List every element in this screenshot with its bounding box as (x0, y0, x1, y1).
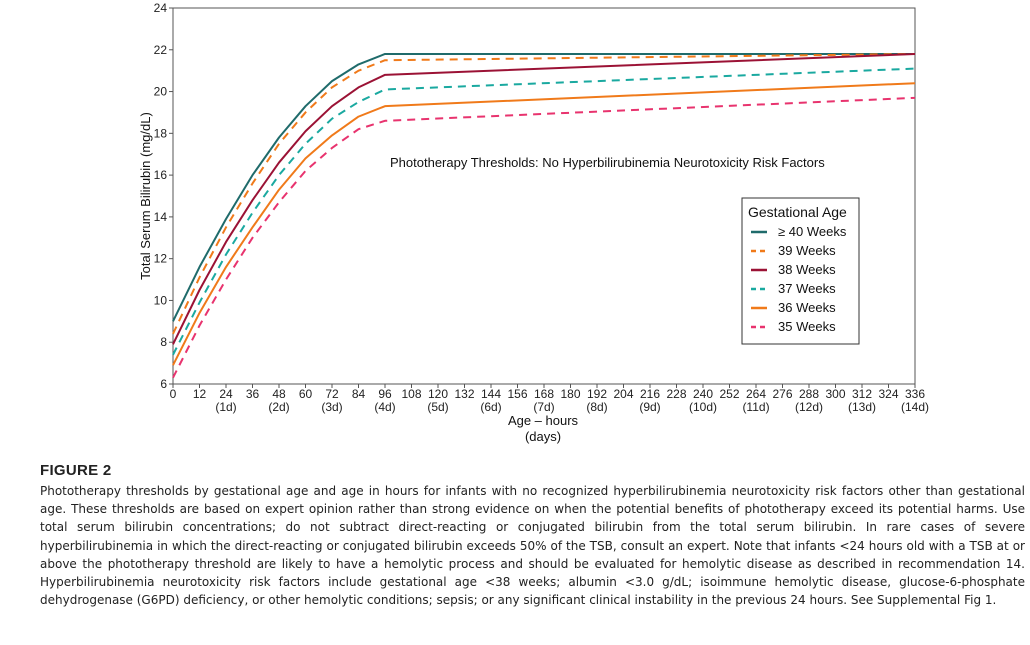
figure-caption-text: Phototherapy thresholds by gestational a… (40, 484, 1025, 608)
legend-label: 38 Weeks (778, 262, 836, 277)
y-axis-title: Total Serum Bilirubin (mg/dL) (138, 112, 153, 280)
legend: Gestational Age ≥ 40 Weeks 39 Weeks 38 Wee… (741, 197, 860, 345)
x-tick-label: 204 (613, 387, 633, 401)
x-tick-label: 132 (454, 387, 474, 401)
series-line (172, 52, 916, 335)
y-tick-label: 20 (154, 85, 168, 99)
x-day-label: (4d) (374, 400, 395, 414)
series-line (172, 82, 916, 366)
x-tick-label: 48 (272, 387, 286, 401)
x-day-label: (14d) (901, 400, 929, 414)
x-tick-label: 108 (401, 387, 421, 401)
x-tick-label: 96 (378, 387, 392, 401)
x-tick-label: 264 (746, 387, 766, 401)
x-day-label: (12d) (795, 400, 823, 414)
x-tick-label: 60 (299, 387, 313, 401)
figure-label: FIGURE 2 (40, 462, 112, 479)
x-day-label: (3d) (321, 400, 342, 414)
series-line (172, 52, 915, 322)
y-axis: 6 8 10 12 14 16 18 20 22 24 (154, 1, 173, 391)
y-tick-label: 22 (154, 43, 168, 57)
legend-label: 39 Weeks (778, 243, 836, 258)
x-axis-title: Age – hours (508, 413, 579, 428)
x-day-label: (13d) (848, 400, 876, 414)
y-tick-label: 24 (154, 1, 168, 15)
y-tick-label: 8 (160, 335, 167, 349)
series-line (172, 96, 916, 379)
series-line (172, 52, 916, 345)
x-tick-label: 324 (878, 387, 898, 401)
x-tick-label: 300 (825, 387, 845, 401)
y-tick-label: 16 (154, 168, 168, 182)
x-tick-label: 180 (560, 387, 580, 401)
phototherapy-threshold-chart: 0 12 24 36 48 60 72 84 96 108 120 132 144 156 168 180 19… (138, 1, 929, 444)
legend-label: 36 Weeks (778, 300, 836, 315)
x-tick-label: 36 (246, 387, 260, 401)
x-day-label: (11d) (742, 400, 769, 414)
y-tick-label: 12 (154, 252, 168, 266)
legend-label: 35 Weeks (778, 319, 836, 334)
x-tick-label: 12 (193, 387, 207, 401)
figure-caption: FIGURE 2 Phototherapy thresholds by gest… (40, 462, 1025, 609)
x-tick-label: 0 (170, 387, 177, 401)
x-tick-label: 288 (799, 387, 819, 401)
y-tick-label: 6 (160, 377, 167, 391)
x-day-label: (9d) (639, 400, 660, 414)
x-tick-label: 24 (219, 387, 233, 401)
x-tick-label: 276 (772, 387, 792, 401)
x-day-label: (2d) (268, 400, 289, 414)
x-tick-label: 252 (719, 387, 739, 401)
x-tick-label: 192 (587, 387, 607, 401)
x-tick-label: 336 (905, 387, 925, 401)
series-layer (172, 52, 916, 379)
x-day-label: (6d) (480, 400, 501, 414)
x-axis-subtitle: (days) (525, 429, 561, 444)
y-tick-label: 10 (154, 293, 168, 307)
x-tick-label: 120 (428, 387, 448, 401)
x-day-label: (7d) (533, 400, 554, 414)
x-day-label: (5d) (427, 400, 448, 414)
x-tick-label: 216 (640, 387, 660, 401)
x-tick-label: 312 (852, 387, 872, 401)
y-tick-label: 18 (154, 126, 168, 140)
x-tick-label: 72 (325, 387, 339, 401)
x-tick-label: 84 (352, 387, 366, 401)
x-tick-label: 240 (693, 387, 713, 401)
legend-label: 37 Weeks (778, 281, 836, 296)
annotation-text: Phototherapy Thresholds: No Hyperbilirub… (390, 155, 825, 170)
legend-title: Gestational Age (748, 204, 847, 220)
series-line (172, 67, 916, 356)
x-tick-label: 228 (666, 387, 686, 401)
legend-items: ≥ 40 Weeks 39 Weeks 38 Weeks 37 Weeks 36 Wee… (751, 224, 847, 334)
x-tick-label: 144 (481, 387, 501, 401)
legend-label: ≥ 40 Weeks (778, 224, 847, 239)
y-tick-label: 14 (154, 210, 168, 224)
x-day-label: (1d) (215, 400, 236, 414)
x-tick-label: 156 (507, 387, 527, 401)
x-day-label: (10d) (689, 400, 717, 414)
x-day-label: (8d) (586, 400, 607, 414)
x-axis: 0 12 24 36 48 60 72 84 96 108 120 132 144 156 168 180 19… (170, 384, 929, 414)
x-tick-label: 168 (534, 387, 554, 401)
